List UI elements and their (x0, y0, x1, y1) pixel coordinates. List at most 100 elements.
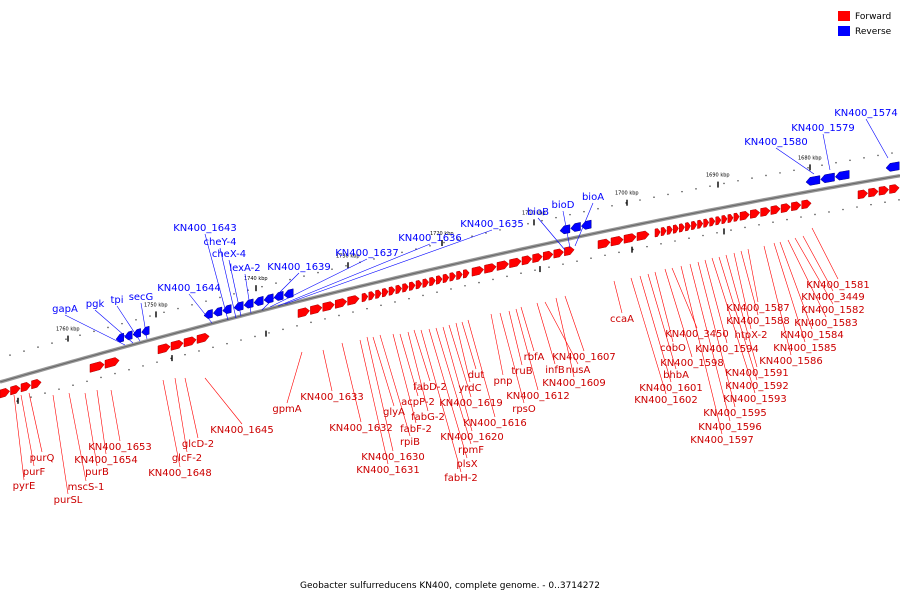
minor-tick (576, 260, 578, 262)
minor-tick (898, 199, 900, 201)
reverse-gene-label-biob: bioB (527, 207, 549, 218)
reverse-leader-line (865, 118, 889, 159)
forward-gene-label-kn400-1654: KN400_1654 (74, 455, 138, 466)
forward-gene-label-glcd-2: glcD-2 (182, 439, 214, 450)
forward-leader-line (174, 377, 188, 453)
forward-leader-line (733, 252, 752, 330)
forward-gene-label-kn400-1584: KN400_1584 (780, 330, 844, 341)
minor-tick (177, 307, 179, 310)
forward-leader-line (697, 261, 736, 408)
minor-tick (373, 258, 375, 260)
minor-tick (450, 288, 452, 290)
forward-gene-label-kn400-1602: KN400_1602 (634, 395, 698, 406)
reverse-gene-label-kn400-1643: KN400_1643 (173, 223, 237, 234)
forward-leader-line (455, 322, 471, 383)
minor-tick (408, 297, 410, 300)
minor-tick (765, 174, 767, 177)
forward-gene-label-fabh-2: fabH-2 (444, 473, 478, 484)
minor-tick (58, 388, 60, 390)
minor-tick (884, 201, 886, 204)
forward-gene-arrow (623, 233, 637, 244)
minor-tick (121, 322, 123, 325)
forward-gene-arrow (610, 236, 624, 247)
forward-gene-arrow (297, 307, 310, 318)
forward-leader-line (359, 339, 389, 465)
forward-leader-line (544, 301, 579, 365)
forward-gene-label-mscs-1: mscS-1 (68, 482, 105, 493)
minor-tick (646, 245, 648, 248)
forward-gene-label-fabf-2: fabF-2 (400, 424, 432, 435)
reverse-leader-line (228, 259, 242, 317)
minor-tick (219, 296, 221, 299)
forward-gene-arrow (89, 361, 105, 373)
minor-tick (205, 300, 207, 302)
forward-gene-label-kn400-1585: KN400_1585 (773, 343, 837, 354)
forward-gene-arrow (685, 222, 691, 232)
forward-gene-arrow (31, 379, 42, 390)
minor-tick (751, 177, 753, 179)
reverse-gene-label-pgk: pgk (86, 299, 105, 310)
forward-leader-line (647, 273, 677, 370)
minor-tick (639, 199, 641, 201)
minor-tick (9, 354, 11, 356)
minor-tick (422, 294, 424, 297)
forward-leader-line (442, 326, 473, 432)
forward-gene-arrow (553, 248, 564, 259)
minor-tick (289, 278, 291, 281)
minor-tick (800, 216, 802, 218)
minor-tick (835, 161, 837, 164)
tick-label: 1740 kbp (244, 276, 268, 282)
minor-tick (352, 311, 354, 313)
forward-leader-line (787, 239, 827, 318)
reverse-gene-arrow (570, 222, 581, 232)
forward-gene-label-yrdc: yrdC (458, 383, 481, 394)
reverse-gene-arrow (273, 290, 284, 301)
reverse-gene-label-kn400-1574: KN400_1574 (834, 108, 898, 119)
reverse-gene-arrow (283, 288, 294, 299)
minor-tick (401, 251, 403, 254)
forward-gene-arrow (310, 304, 323, 315)
reverse-gene-label-tpi: tpi (110, 295, 123, 306)
forward-gene-label-cobo: cobO (660, 343, 686, 354)
forward-gene-label-purq: purQ (30, 453, 55, 464)
reverse-leader-line (574, 202, 594, 247)
forward-leader-line (68, 392, 87, 482)
forward-leader-line (639, 275, 672, 383)
reverse-gene-arrow (243, 298, 254, 309)
minor-tick (842, 208, 844, 211)
forward-leader-line (763, 245, 792, 356)
reverse-gene-arrow (132, 328, 141, 338)
forward-gene-label-kn400-1587: KN400_1587 (726, 303, 790, 314)
forward-gene-label-kn400-1597: KN400_1597 (690, 435, 754, 446)
reverse-gene-arrow (885, 161, 900, 172)
forward-gene-arrow (889, 184, 900, 194)
minor-tick (548, 266, 550, 268)
minor-tick (128, 368, 130, 371)
reverse-leader-line (284, 229, 493, 305)
forward-gene-arrow (770, 205, 781, 215)
forward-leader-line (490, 313, 504, 376)
minor-tick (520, 272, 522, 275)
forward-gene-arrow (697, 219, 704, 229)
reverse-leader-line (244, 273, 252, 314)
forward-leader-line (392, 333, 417, 424)
tick-label: 1750 kbp (144, 302, 168, 308)
forward-gene-arrow (509, 257, 522, 269)
forward-leader-line (162, 379, 181, 468)
minor-tick (499, 229, 501, 231)
forward-gene-label-purf: purF (23, 467, 46, 478)
forward-gene-label-purb: purB (85, 467, 109, 478)
forward-leader-line (448, 324, 472, 398)
minor-tick (870, 203, 872, 206)
reverse-leader-line (269, 258, 368, 308)
forward-gene-arrow (422, 278, 430, 288)
legend-forward-swatch (838, 11, 850, 21)
minor-tick (863, 157, 865, 159)
minor-tick (681, 190, 683, 193)
reverse-gene-arrow (253, 295, 264, 306)
reverse-gene-arrow (124, 330, 133, 341)
forward-gene-label-kn400-1645: KN400_1645 (210, 425, 274, 436)
forward-gene-label-kn400-1648: KN400_1648 (148, 468, 212, 479)
minor-tick (156, 361, 158, 363)
minor-tick (44, 392, 46, 394)
